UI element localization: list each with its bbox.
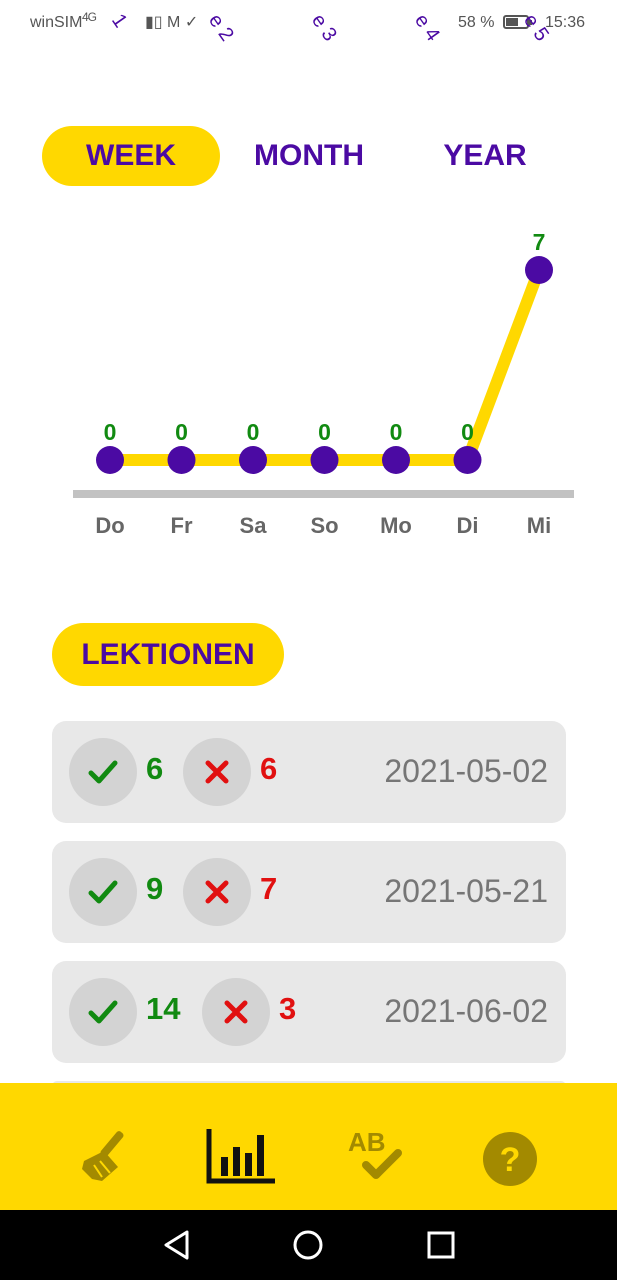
data-point xyxy=(167,446,196,474)
lesson-date: 2021-05-21 xyxy=(384,873,548,909)
nav-statistics[interactable] xyxy=(205,1121,275,1191)
data-point xyxy=(382,446,410,474)
overlay-fragment: 1 xyxy=(106,10,132,32)
correct-badge xyxy=(69,858,137,926)
battery-percent: 58 % xyxy=(458,14,495,31)
nav-vocabulary[interactable]: AB xyxy=(340,1121,410,1191)
correct-count: 9 xyxy=(146,871,164,906)
lesson-card[interactable]: 6 6 2021-05-02 xyxy=(52,721,566,823)
ab-icon-text: AB xyxy=(348,1127,386,1157)
x-tick-label: Mi xyxy=(527,513,551,538)
recents-icon[interactable] xyxy=(424,1228,458,1262)
carrier-name: winSIM xyxy=(30,14,83,31)
x-tick-label: So xyxy=(310,513,338,538)
notification-icons: ▮▯ M ✓ xyxy=(145,14,199,31)
data-label: 0 xyxy=(390,419,403,445)
data-label: 7 xyxy=(533,229,546,255)
data-label: 0 xyxy=(247,419,260,445)
data-point xyxy=(453,446,482,474)
data-point xyxy=(239,446,267,474)
period-tabs: WEEK MONTH YEAR xyxy=(42,126,572,186)
overlay-fragment: e 4 xyxy=(409,10,444,46)
tab-week[interactable]: WEEK xyxy=(42,126,220,186)
lesson-date: 2021-06-02 xyxy=(384,993,548,1029)
check-icon xyxy=(88,760,118,784)
x-tick-label: Do xyxy=(95,513,124,538)
system-navigation-bar xyxy=(0,1210,617,1280)
help-icon-text: ? xyxy=(500,1141,521,1179)
close-icon xyxy=(205,760,229,784)
x-tick-label: Di xyxy=(457,513,479,538)
check-icon xyxy=(88,1000,118,1024)
wrong-count: 6 xyxy=(260,751,278,786)
correct-badge xyxy=(69,738,137,806)
battery-icon xyxy=(503,15,532,29)
status-bar: winSIM 4G ▮▯ M ✓ 58 % 15:36 1 e 2 e 3 e … xyxy=(0,0,617,46)
data-label: 0 xyxy=(175,419,188,445)
x-tick-label: Fr xyxy=(171,513,193,538)
close-icon xyxy=(224,1000,248,1024)
wrong-badge xyxy=(183,738,251,806)
tab-month[interactable]: MONTH xyxy=(254,139,364,172)
data-point xyxy=(96,446,124,474)
overlay-fragment: e 3 xyxy=(306,10,341,46)
x-tick-label: Mo xyxy=(380,513,412,538)
wrong-badge xyxy=(202,978,270,1046)
data-point xyxy=(310,446,339,474)
check-icon xyxy=(88,880,118,904)
data-label: 0 xyxy=(318,419,331,445)
home-icon[interactable] xyxy=(291,1228,325,1262)
lesson-date: 2021-05-02 xyxy=(384,753,548,789)
correct-count: 6 xyxy=(146,751,164,786)
nav-help[interactable]: ? xyxy=(475,1121,545,1191)
ab-check-icon: AB xyxy=(348,1127,402,1179)
wrong-count: 3 xyxy=(279,991,297,1026)
wrong-count: 7 xyxy=(260,871,278,906)
nav-practice[interactable] xyxy=(72,1121,142,1191)
wrong-badge xyxy=(183,858,251,926)
lessons-section-label[interactable]: LEKTIONEN xyxy=(52,623,284,686)
clock: 15:36 xyxy=(545,14,586,31)
overlay-fragment: e 2 xyxy=(203,10,238,46)
correct-badge xyxy=(69,978,137,1046)
network-type: 4G xyxy=(82,10,97,24)
back-icon[interactable] xyxy=(160,1228,194,1262)
x-tick-label: Sa xyxy=(240,513,268,538)
correct-count: 14 xyxy=(146,991,181,1026)
help-icon: ? xyxy=(483,1132,537,1186)
data-label: 0 xyxy=(461,419,474,445)
bottom-navigation: AB ? xyxy=(0,1083,617,1210)
weekly-line-chart: 0 Do 0 Fr 0 Sa 0 So 0 Mo 0 Di 7 Mi xyxy=(73,229,574,538)
tab-year[interactable]: YEAR xyxy=(443,139,527,172)
bar-chart-icon xyxy=(206,1129,275,1184)
data-point xyxy=(525,256,553,284)
lesson-card[interactable]: 9 7 2021-05-21 xyxy=(52,841,566,943)
lesson-card[interactable]: 14 3 2021-06-02 xyxy=(52,961,566,1063)
close-icon xyxy=(205,880,229,904)
broom-icon xyxy=(82,1131,124,1181)
data-label: 0 xyxy=(104,419,117,445)
